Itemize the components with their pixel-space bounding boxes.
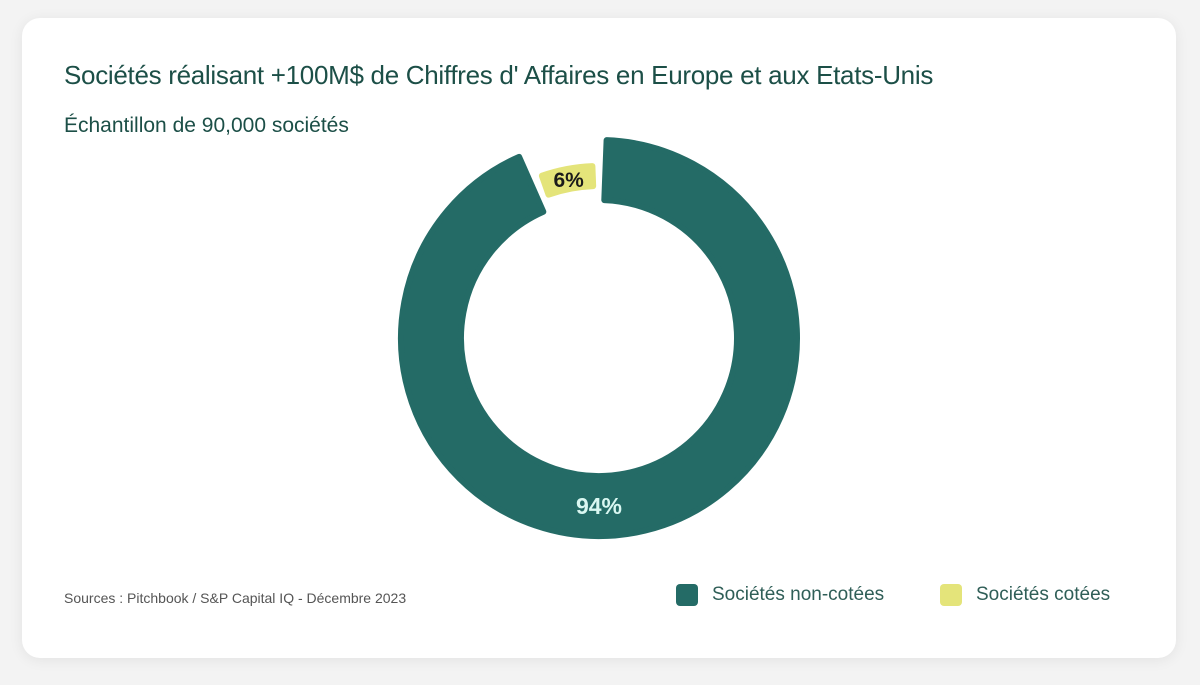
legend-label-non-cotees: Sociétés non-cotées bbox=[712, 584, 885, 605]
legend-item-cotees: Sociétés cotées bbox=[940, 584, 1110, 606]
chart-subtitle: Échantillon de 90,000 sociétés bbox=[64, 114, 349, 137]
legend-swatch-cotees bbox=[940, 584, 962, 606]
chart-title: Sociétés réalisant +100M$ de Chiffres d'… bbox=[64, 60, 934, 90]
data-label-non-cotees: 94% bbox=[576, 493, 622, 519]
chart-card: Sociétés réalisant +100M$ de Chiffres d'… bbox=[22, 18, 1176, 658]
legend-label-cotees: Sociétés cotées bbox=[976, 584, 1111, 605]
legend-item-non-cotees: Sociétés non-cotées bbox=[676, 584, 884, 606]
donut-slice-non-cotees bbox=[398, 137, 800, 539]
donut-slice-cotees bbox=[538, 163, 597, 198]
legend-swatch-non-cotees bbox=[676, 584, 698, 606]
donut-chart: 94% 6% bbox=[398, 137, 800, 539]
data-label-cotees: 6% bbox=[553, 169, 584, 192]
source-note: Sources : Pitchbook / S&P Capital IQ - D… bbox=[64, 590, 407, 606]
